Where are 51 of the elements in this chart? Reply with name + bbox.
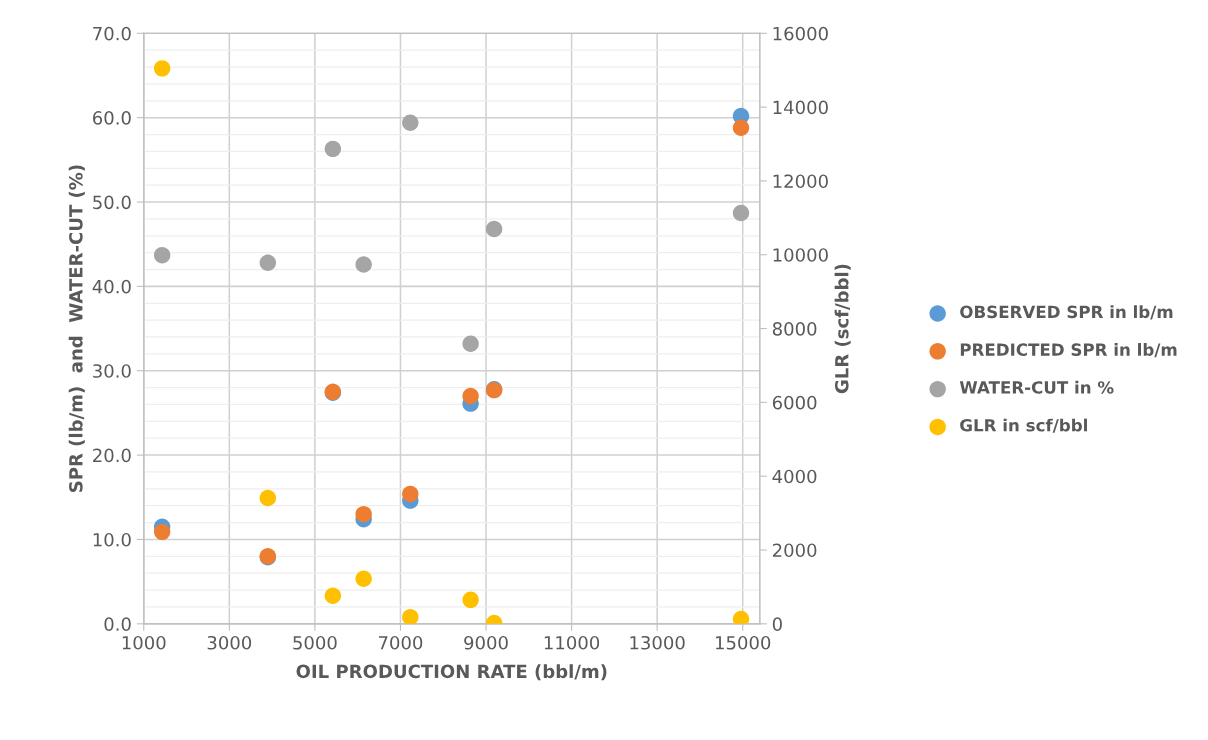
point [355, 256, 372, 273]
point [402, 114, 419, 131]
y-tick-label: 60.0 [93, 111, 131, 125]
point [402, 608, 419, 624]
y2-tick-label: 16000 [773, 26, 828, 41]
y2-tick-label: 4000 [772, 469, 817, 484]
x-axis-title: OIL PRODUCTION RATE (bbl/m) [296, 664, 607, 681]
x-tick-label: 3000 [207, 635, 252, 650]
y2-tick-label: 8000 [772, 322, 817, 336]
point [462, 335, 479, 352]
y-tick-label: 0.0 [104, 617, 131, 631]
point [324, 140, 342, 158]
legend-label: PREDICTED SPR in lb/m [960, 343, 1177, 358]
y2-tick-label: 6000 [772, 395, 817, 410]
x-tick-label: 5000 [293, 635, 337, 650]
y-tick-label: 50.0 [93, 195, 131, 210]
point [324, 587, 342, 604]
legend-label: OBSERVED SPR in lb/m [960, 305, 1173, 320]
y-tick-label: 20.0 [93, 448, 131, 463]
x-tick-label: 15000 [715, 635, 771, 650]
x-tick-label: 7000 [378, 635, 423, 650]
point [259, 254, 277, 271]
y-tick-label: 40.0 [92, 279, 131, 294]
y2-tick-label: 14000 [773, 100, 828, 115]
point [402, 485, 419, 503]
legend-label: GLR in scf/bbl [960, 418, 1087, 433]
y2-tick-label: 2000 [772, 543, 817, 558]
y-tick-label: 70.0 [93, 26, 131, 41]
y2-tick-label: 12000 [773, 174, 828, 189]
point [462, 591, 479, 609]
x-tick-label: 13000 [630, 635, 685, 650]
point [153, 523, 171, 541]
legend-label: WATER-CUT in % [959, 380, 1114, 394]
point [259, 489, 277, 507]
y-tick-label: 10.0 [93, 532, 131, 547]
y2-tick-label: 10000 [773, 248, 828, 262]
y-axis-title: SPR (lb/m) and WATER-CUT (%) [68, 165, 85, 492]
point [732, 204, 750, 222]
point [355, 505, 372, 523]
point [485, 220, 503, 238]
x-tick-label: 1000 [122, 635, 166, 650]
point [732, 119, 750, 136]
y-tick-label: 30.0 [93, 364, 131, 378]
point [153, 60, 171, 77]
point [355, 570, 372, 588]
point [462, 387, 479, 405]
point [153, 246, 171, 264]
y2-tick-label: 0 [772, 617, 782, 631]
y2-axis-title: GLR (scf/bbl) [834, 264, 851, 394]
x-tick-label: 9000 [464, 635, 508, 650]
x-tick-label: 11000 [544, 635, 600, 650]
